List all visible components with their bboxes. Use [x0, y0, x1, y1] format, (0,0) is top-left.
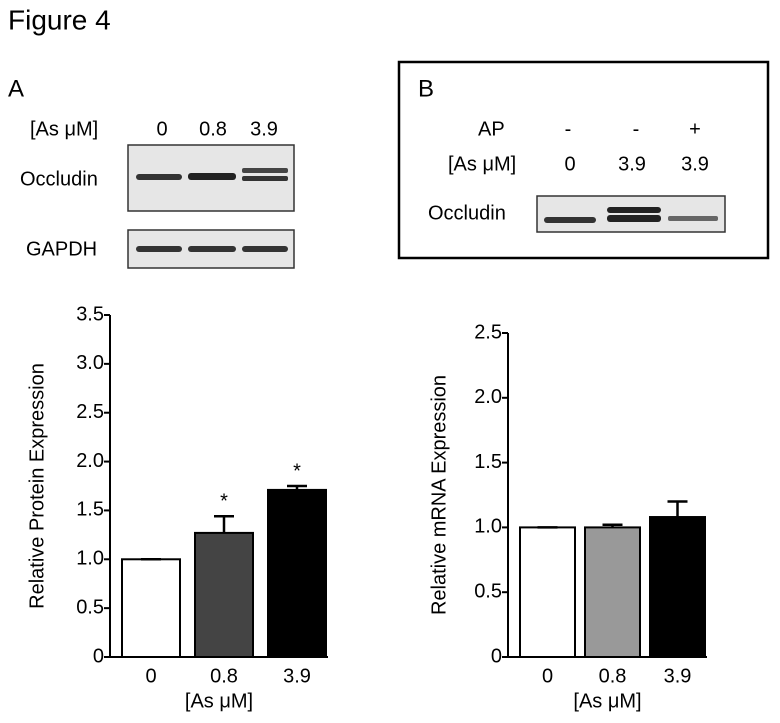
error-bar — [214, 515, 234, 533]
blot-row-label: Occludin — [428, 202, 506, 224]
y-tick-label: 2.0 — [474, 386, 502, 408]
lane-label: 0 — [156, 118, 167, 140]
bar — [121, 558, 181, 658]
x-tick-label: 0 — [542, 665, 553, 687]
blot-row-label: GAPDH — [26, 238, 97, 260]
panel-label: B — [418, 75, 434, 102]
lane-label: + — [689, 118, 701, 140]
significance: * — [220, 491, 228, 513]
y-tick-label: 3.5 — [76, 303, 104, 325]
bar — [194, 531, 254, 658]
panel-box — [397, 60, 770, 260]
lane-label: 0.8 — [199, 118, 227, 140]
x-axis-label: [As μM] — [573, 690, 641, 712]
x-tick-label: 3.9 — [283, 665, 311, 687]
y-tick-label: 1.0 — [474, 516, 502, 538]
blot-label: AP — [478, 118, 505, 140]
y-axis-label: Relative mRNA Expression — [428, 375, 450, 615]
x-tick-label: 0.8 — [599, 665, 627, 687]
x-tick-label: 3.9 — [664, 665, 692, 687]
y-tick-label: 2.5 — [76, 401, 104, 423]
significance: * — [293, 460, 301, 482]
y-tick-label: 3.0 — [76, 352, 104, 374]
error-bar — [602, 523, 623, 528]
blot-label: [As μM] — [448, 153, 516, 175]
blot-image — [127, 144, 295, 269]
error-bar — [667, 500, 688, 518]
blot-label: [As μM] — [30, 118, 98, 140]
lane-label: - — [633, 118, 640, 140]
y-tick-label: 0.5 — [76, 596, 104, 618]
x-axis-label: [As μM] — [185, 690, 253, 712]
bar — [519, 526, 576, 659]
figure-title: Figure 4 — [8, 4, 111, 35]
y-tick-label: 1.5 — [76, 499, 104, 521]
bar — [649, 516, 706, 658]
panel-label: A — [8, 75, 24, 102]
y-tick-label: 2.5 — [474, 321, 502, 343]
y-tick-label: 0 — [491, 645, 502, 667]
y-axis-label: Relative Protein Expression — [26, 363, 48, 609]
lane-label: 0 — [564, 153, 575, 175]
blot-row-label: Occludin — [20, 168, 98, 190]
lane-label: - — [565, 118, 572, 140]
y-tick-label: 1.5 — [474, 451, 502, 473]
y-tick-label: 1.0 — [76, 548, 104, 570]
blot-image — [536, 195, 726, 233]
y-tick-label: 0.5 — [474, 580, 502, 602]
bar — [267, 488, 327, 658]
x-tick-label: 0.8 — [210, 665, 238, 687]
lane-label: 3.9 — [250, 118, 278, 140]
lane-label: 3.9 — [618, 153, 646, 175]
lane-label: 3.9 — [681, 153, 709, 175]
bar — [584, 526, 641, 659]
y-tick-label: 2.0 — [76, 450, 104, 472]
error-bar — [287, 484, 307, 490]
y-tick-label: 0 — [93, 645, 104, 667]
x-tick-label: 0 — [145, 665, 156, 687]
